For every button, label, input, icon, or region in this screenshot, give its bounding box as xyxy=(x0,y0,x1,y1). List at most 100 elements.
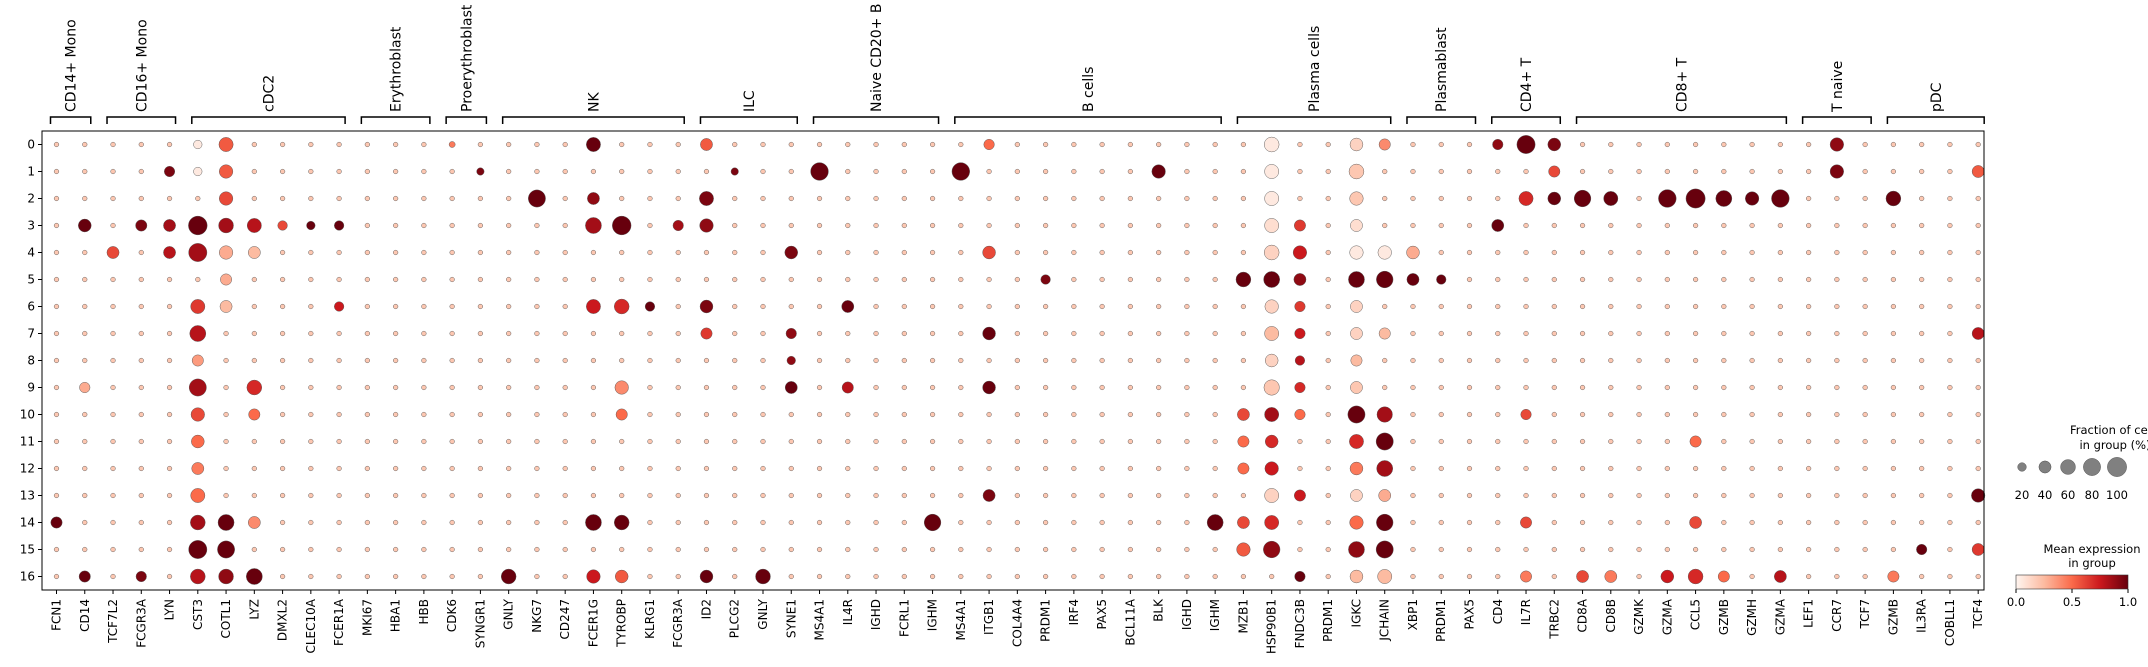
dot-16-FCN1 xyxy=(53,573,60,580)
dot-14-CD8A xyxy=(1579,519,1586,526)
dot-15-PLCG2 xyxy=(732,546,738,553)
dot-8-IGKC xyxy=(1350,354,1363,367)
dot-0-FNDC3B xyxy=(1297,141,1303,148)
dot-8-HBB xyxy=(421,357,427,364)
dot-7-CD247 xyxy=(562,330,568,337)
dot-15-PRDM1 xyxy=(1438,546,1444,553)
gene-label: FCRL1 xyxy=(897,599,911,637)
dot-12-FCER1A xyxy=(336,465,342,472)
dot-11-TCF7L2 xyxy=(110,438,116,445)
dot-3-FNDC3B xyxy=(1294,219,1306,232)
dot-9-FCER1G xyxy=(590,384,597,391)
dot-4-FCRL1 xyxy=(901,249,907,256)
dot-16-GZMB xyxy=(1887,570,1900,583)
dot-1-TCF7 xyxy=(1862,168,1868,175)
dot-4-CCL5 xyxy=(1693,249,1699,256)
dot-8-CCL5 xyxy=(1693,357,1699,364)
dot-6-CD8A xyxy=(1579,303,1586,310)
dot-2-FCRL1 xyxy=(901,195,907,202)
dot-2-CD247 xyxy=(562,195,568,202)
dot-0-TCF7 xyxy=(1862,141,1868,148)
gene-label: HBB xyxy=(417,599,431,625)
dot-14-IGHD xyxy=(1184,519,1190,526)
dot-16-MKI67 xyxy=(364,573,370,580)
dot-6-CD247 xyxy=(562,303,568,310)
dot-16-JCHAIN xyxy=(1377,569,1393,584)
dot-9-CCL5 xyxy=(1693,384,1699,391)
dot-11-CD4 xyxy=(1495,438,1501,445)
dot-2-CD4 xyxy=(1495,195,1501,202)
dot-2-MS4A1 xyxy=(816,195,823,202)
dot-6-PLCG2 xyxy=(732,303,738,310)
dot-15-TYROBP xyxy=(619,546,625,553)
dot-5-FNDC3B xyxy=(1293,273,1307,286)
gene-label: SYNGR1 xyxy=(473,599,487,648)
dot-12-NKG7 xyxy=(534,465,540,472)
dot-11-FCN1 xyxy=(53,438,60,445)
gene-label: PAX5 xyxy=(1463,599,1477,630)
dot-6-COTL1 xyxy=(219,300,233,313)
dot-3-FCER1A xyxy=(334,220,345,231)
dot-13-CD8A xyxy=(1579,492,1586,499)
dot-2-PAX5 xyxy=(1466,195,1473,202)
dot-0-PAX5 xyxy=(1099,141,1105,148)
dot-0-HSP90B1 xyxy=(1264,136,1280,153)
dot-2-TCF7 xyxy=(1862,195,1868,202)
dot-5-COBLL1 xyxy=(1947,276,1953,283)
dot-5-LYZ xyxy=(251,276,257,283)
dot-7-IGHM xyxy=(929,330,936,337)
dot-14-MS4A1 xyxy=(958,519,964,526)
dot-5-GZMB xyxy=(1890,276,1896,283)
dot-16-CD14 xyxy=(78,570,91,583)
dot-8-PLCG2 xyxy=(732,357,738,364)
dot-0-HBB xyxy=(421,141,427,148)
dot-15-IGHD xyxy=(1184,546,1190,553)
dot-9-IRF4 xyxy=(1071,384,1077,391)
dot-2-LYN xyxy=(166,195,173,202)
dot-9-IGKC xyxy=(1350,381,1363,394)
dot-10-MZB1 xyxy=(1237,408,1250,421)
dot-0-CCR7 xyxy=(1829,137,1844,152)
dot-1-ID2 xyxy=(703,168,710,175)
dot-4-JCHAIN xyxy=(1377,245,1392,260)
dot-10-ITGB1 xyxy=(986,411,992,418)
dot-13-FNDC3B xyxy=(1294,489,1306,502)
gene-label: IGHD xyxy=(1180,599,1194,630)
dot-1-BCL11A xyxy=(1127,168,1133,175)
gene-label: CST3 xyxy=(191,599,205,630)
dot-2-GZMB xyxy=(1715,190,1733,207)
dot-13-FCER1G xyxy=(590,492,597,499)
dot-0-COBLL1 xyxy=(1947,141,1953,148)
gene-label: GZMA xyxy=(1773,598,1787,635)
dot-2-LYZ xyxy=(251,195,257,202)
dot-12-TCF4 xyxy=(1975,465,1981,472)
dot-6-TCF7 xyxy=(1862,303,1868,310)
dot-2-COBLL1 xyxy=(1947,195,1953,202)
dot-8-IL7R xyxy=(1523,357,1529,364)
dot-15-GZMB xyxy=(1721,546,1727,553)
dot-1-FCRL1 xyxy=(901,168,907,175)
dot-7-PRDM1 xyxy=(1438,330,1444,337)
dot-14-FCER1A xyxy=(336,519,342,526)
dot-13-JCHAIN xyxy=(1378,489,1392,502)
dot-9-SYNE1 xyxy=(784,381,798,394)
dot-2-KLRG1 xyxy=(647,195,653,202)
gene-label: IGHM xyxy=(926,599,940,631)
dot-9-IGHD xyxy=(873,384,879,391)
dot-13-MZB1 xyxy=(1240,492,1246,499)
dot-11-IGHM xyxy=(1212,438,1218,445)
dot-4-TCF7L2 xyxy=(106,246,120,259)
dot-13-IL4R xyxy=(845,492,851,499)
dot-6-MKI67 xyxy=(364,303,370,310)
dot-13-HBB xyxy=(421,492,427,499)
dot-12-BCL11A xyxy=(1127,465,1133,472)
dot-13-CD4 xyxy=(1495,492,1501,499)
dot-7-MKI67 xyxy=(364,330,370,337)
dot-3-CD247 xyxy=(562,222,568,229)
gene-label: IL3RA xyxy=(1915,598,1929,633)
dot-6-SYNGR1 xyxy=(477,303,483,310)
dot-11-GNLY xyxy=(506,438,512,445)
dot-12-CD8B xyxy=(1608,465,1614,472)
dot-1-SYNGR1 xyxy=(476,167,485,176)
dot-1-HSP90B1 xyxy=(1264,164,1280,179)
